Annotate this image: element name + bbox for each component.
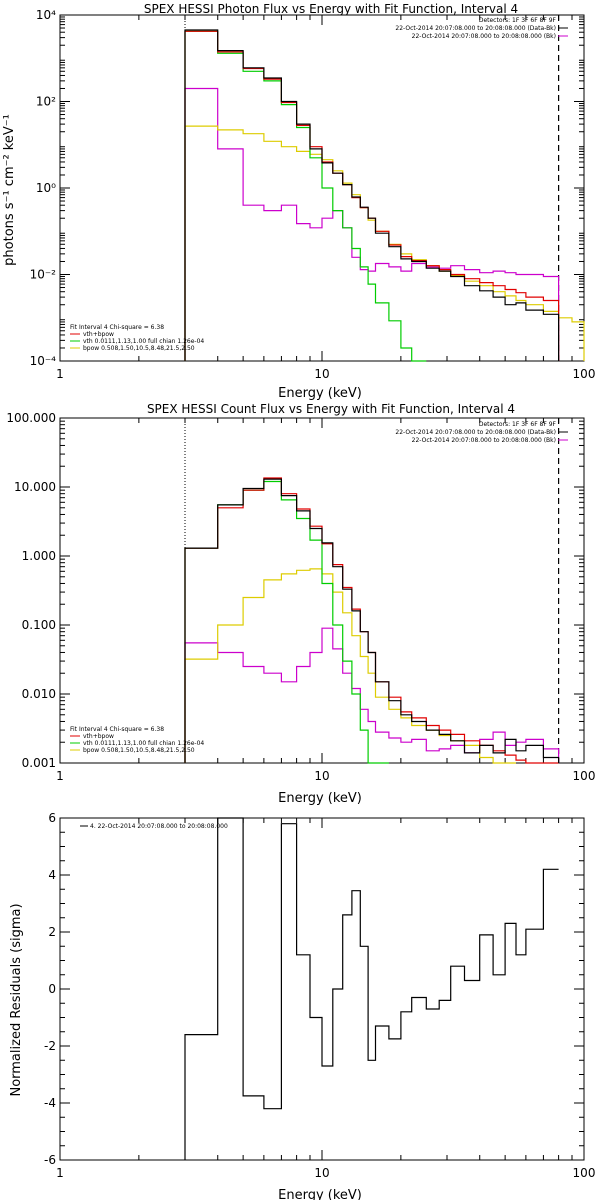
photon-flux-legend-bottom-text: vth+bpow <box>83 331 114 338</box>
count-flux-legend-top-text: Detectors: 1F 3F 6F 8F 9F <box>479 421 557 428</box>
count-flux-y-tick-label: 0.010 <box>22 687 56 701</box>
photon-flux-xlabel: Energy (keV) <box>278 386 362 401</box>
count-flux-series-vth <box>184 480 389 764</box>
count-flux-x-tick-label: 10 <box>314 769 329 783</box>
count-flux-x-tick-label: 1 <box>56 769 64 783</box>
count-flux-y-tick-label: 1.000 <box>22 549 56 563</box>
photon-flux-legend-top-text: Detectors: 1F 3F 6F 8F 9F <box>479 17 557 24</box>
count-flux-frame <box>59 417 585 764</box>
photon-flux-series-data <box>184 29 560 361</box>
residuals-x-tick-label: 1 <box>56 1166 64 1180</box>
photon-flux-panel: SPEX HESSI Photon Flux vs Energy with Fi… <box>2 2 595 401</box>
photon-flux-y-tick-label: 10² <box>36 95 56 109</box>
photon-flux-legend-top-text: 22-Oct-2014 20:07:08.000 to 20:08:08.000… <box>412 33 556 40</box>
count-flux-legend-bottom-text: vth 0.0111,1.13,1.00 full chian 1.26e-04 <box>83 740 204 747</box>
count-flux-x-tick-label: 100 <box>573 769 596 783</box>
count-flux-legend-top-text: 22-Oct-2014 20:07:08.000 to 20:08:08.000… <box>412 437 556 444</box>
count-flux-series-bpow <box>184 568 516 764</box>
photon-flux-series-vth <box>184 30 427 362</box>
count-flux-legend-top-text: 22-Oct-2014 20:07:08.000 to 20:08:08.000… <box>395 429 556 436</box>
residuals-x-tick-label: 100 <box>573 1166 596 1180</box>
residuals-frame <box>59 817 585 1161</box>
photon-flux-title: SPEX HESSI Photon Flux vs Energy with Fi… <box>144 2 518 16</box>
residuals-y-tick-label: -6 <box>44 1153 56 1167</box>
count-flux-series-total <box>184 477 559 764</box>
photon-flux-x-tick-label: 1 <box>56 367 64 381</box>
count-flux-legend-bottom-text: vth+bpow <box>83 733 114 740</box>
photon-flux-legend-bottom-text: bpow 0.508,1.50,10.5,8.48,21.5,2.50 <box>83 345 195 352</box>
count-flux-y-tick-label: 10.000 <box>14 480 56 494</box>
photon-flux-x-tick-label: 10 <box>314 367 329 381</box>
residuals-x-tick-label: 10 <box>314 1166 329 1180</box>
residuals-ylabel: Normalized Residuals (sigma) <box>9 903 24 1096</box>
count-flux-xlabel: Energy (keV) <box>278 791 362 806</box>
residuals-y-tick-label: -4 <box>44 1096 56 1110</box>
photon-flux-x-tick-label: 100 <box>573 367 596 381</box>
residuals-legend-top-text: 4. 22-Oct-2014 20:07:08.000 to 20:08:08.… <box>90 823 228 830</box>
residuals-series-data <box>184 817 559 1160</box>
photon-flux-series-bkg <box>184 87 560 361</box>
residuals-y-tick-label: 0 <box>48 982 56 996</box>
photon-flux-legend-bottom-text: vth 0.0111,1.13,1.00 full chian 1.26e-04 <box>83 338 204 345</box>
count-flux-panel: SPEX HESSI Count Flux vs Energy with Fit… <box>6 402 595 806</box>
residuals-y-tick-label: -2 <box>44 1039 56 1053</box>
photon-flux-y-tick-label: 10⁴ <box>36 8 56 22</box>
photon-flux-ylabel: photons s⁻¹ cm⁻² keV⁻¹ <box>2 114 17 266</box>
residuals-y-tick-label: 6 <box>48 811 56 825</box>
count-flux-series-bkg <box>184 627 560 763</box>
count-flux-y-tick-label: 100.000 <box>6 411 56 425</box>
count-flux-series-data <box>184 478 560 763</box>
count-flux-y-tick-label: 0.100 <box>22 618 56 632</box>
photon-flux-series-total <box>184 30 560 361</box>
count-flux-legend-bottom-text: bpow 0.508,1.50,10.5,8.48,21.5,2.50 <box>83 747 195 754</box>
residuals-y-tick-label: 4 <box>48 868 56 882</box>
photon-flux-y-tick-label: 10⁰ <box>36 181 56 195</box>
photon-flux-legend-bottom-text: Fit Interval 4 Chi-square = 6.38 <box>70 324 164 331</box>
photon-flux-series-bpow <box>184 125 585 361</box>
residuals-y-tick-label: 2 <box>48 925 56 939</box>
count-flux-legend-bottom-text: Fit Interval 4 Chi-square = 6.38 <box>70 726 164 733</box>
count-flux-y-tick-label: 0.001 <box>22 756 56 770</box>
photon-flux-legend-top-text: 22-Oct-2014 20:07:08.000 to 20:08:08.000… <box>395 25 556 32</box>
residuals-xlabel: Energy (keV) <box>278 1188 362 1200</box>
photon-flux-y-tick-label: 10⁻⁴ <box>30 354 57 368</box>
count-flux-title: SPEX HESSI Count Flux vs Energy with Fit… <box>147 402 515 416</box>
residuals-panel: Energy (keV) Normalized Residuals (sigma… <box>9 811 595 1200</box>
photon-flux-y-tick-label: 10⁻² <box>30 268 57 282</box>
